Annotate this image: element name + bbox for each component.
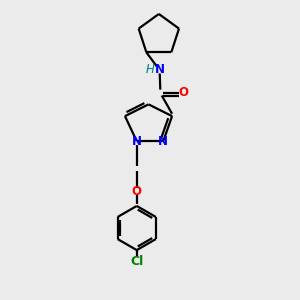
Text: Cl: Cl: [130, 255, 143, 268]
Text: N: N: [155, 63, 165, 76]
Text: N: N: [158, 135, 168, 148]
Text: O: O: [132, 185, 142, 198]
Text: O: O: [179, 86, 189, 99]
Text: H: H: [146, 63, 154, 76]
Text: N: N: [132, 135, 142, 148]
